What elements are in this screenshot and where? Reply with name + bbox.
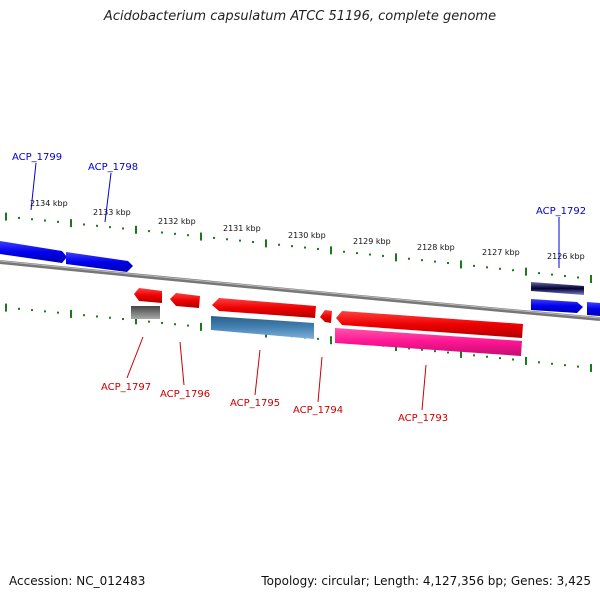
gene-feature-reverse[interactable] — [134, 288, 162, 303]
ruler-label: 2132 kbp — [158, 217, 196, 226]
gene-feature-cds[interactable] — [211, 316, 314, 339]
ruler-label: 2127 kbp — [482, 248, 520, 257]
genome-map[interactable]: 2134 kbp 2133 kbp 2132 kbp 2131 kbp 2130… — [0, 0, 600, 600]
ruler-label: 2126 kbp — [547, 252, 585, 261]
gene-label-reverse[interactable]: ACP_1797 — [101, 382, 151, 393]
gene-label-reverse[interactable]: ACP_1793 — [398, 413, 448, 424]
callout-line — [255, 350, 260, 395]
gene-label-reverse[interactable]: ACP_1795 — [230, 398, 280, 409]
gene-feature-gray[interactable] — [131, 306, 160, 319]
ruler-label: 2129 kbp — [353, 237, 391, 246]
ruler-label: 2133 kbp — [93, 208, 131, 217]
gene-feature-reverse[interactable] — [170, 293, 200, 308]
gene-label-forward[interactable]: ACP_1792 — [536, 206, 586, 217]
gene-feature-reverse[interactable] — [320, 310, 332, 323]
callout-line — [180, 342, 184, 385]
gene-feature-forward[interactable] — [531, 282, 584, 295]
gene-label-reverse[interactable]: ACP_1794 — [293, 405, 343, 416]
ruler-label: 2130 kbp — [288, 231, 326, 240]
ruler-label: 2131 kbp — [223, 224, 261, 233]
ruler-label: 2134 kbp — [30, 199, 68, 208]
gene-label-forward[interactable]: ACP_1799 — [12, 152, 62, 163]
gene-feature-forward[interactable] — [587, 302, 600, 316]
gene-label-forward[interactable]: ACP_1798 — [88, 162, 138, 173]
callout-line — [127, 337, 143, 378]
gene-label-reverse[interactable]: ACP_1796 — [160, 389, 210, 400]
callout-line — [422, 365, 426, 410]
genome-summary: Topology: circular; Length: 4,127,356 bp… — [261, 574, 591, 588]
gene-feature-forward[interactable] — [531, 299, 583, 313]
accession-label: Accession: NC_012483 — [9, 574, 145, 588]
gene-feature-reverse[interactable] — [212, 298, 316, 318]
callout-line — [318, 357, 322, 402]
gene-feature-forward[interactable] — [0, 241, 67, 263]
ruler-label: 2128 kbp — [417, 243, 455, 252]
